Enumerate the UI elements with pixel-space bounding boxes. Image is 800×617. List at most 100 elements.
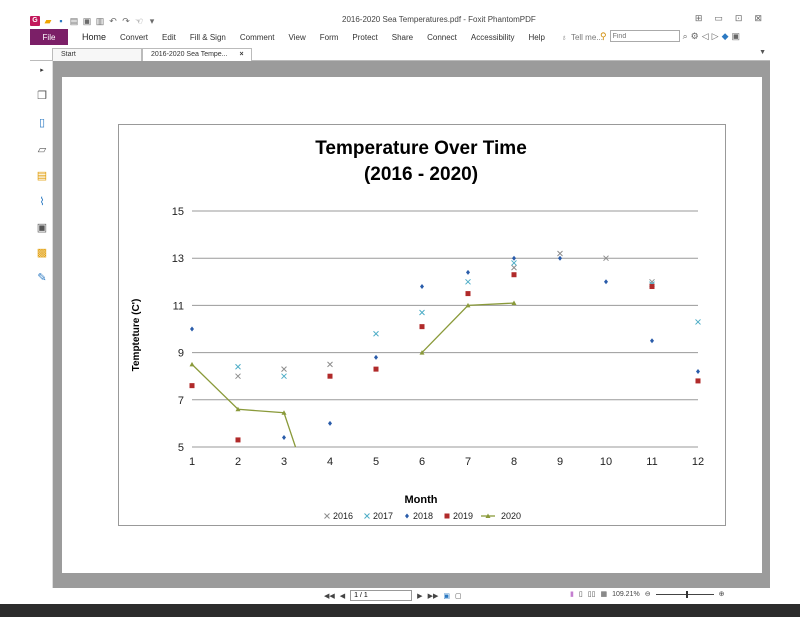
expand-panel-icon[interactable]: ▸ [40, 67, 44, 74]
attachment-icon[interactable]: ⌇ [39, 196, 45, 208]
tab-share[interactable]: Share [391, 32, 414, 42]
tab-edit[interactable]: Edit [162, 32, 176, 42]
document-view[interactable]: Temperature Over Time (2016 - 2020) 5 7 9 11 1… [53, 61, 770, 588]
series-2019-point [511, 272, 517, 278]
signature-icon[interactable]: ▣ [36, 222, 48, 234]
navigation-panel: ▸ ❐ ▯ ▱ ▤ ⌇ ▣ ▩ ✎ [30, 61, 53, 601]
print-icon[interactable]: ▤ [69, 15, 79, 26]
continuous-facing-icon[interactable]: ▦ [600, 591, 608, 598]
x-tick-label: 2 [235, 456, 241, 468]
x-axis-label: Month [405, 494, 438, 506]
content-icon[interactable]: ✎ [37, 272, 47, 284]
restore-icon[interactable]: ⊡ [734, 13, 743, 23]
series-2019-point [189, 383, 195, 389]
chart-frame: Temperature Over Time (2016 - 2020) 5 7 9 11 1… [118, 124, 726, 526]
page-number-input[interactable] [350, 590, 413, 601]
create-pdf-icon[interactable]: ▥ [95, 15, 105, 26]
user-icon[interactable]: ▣ [731, 30, 740, 41]
file-menu-button[interactable]: File [30, 29, 68, 45]
y-tick-label: 15 [172, 206, 184, 218]
forward-icon[interactable]: ▷ [711, 30, 719, 41]
series-2020-line-0 [191, 363, 297, 448]
tell-me-label: Tell me... [570, 32, 603, 42]
bookmark-icon[interactable]: ❐ [37, 90, 47, 102]
previous-page-icon[interactable]: ◀ [339, 592, 346, 600]
tell-me-search[interactable]: ♁ Tell me... [561, 33, 603, 42]
series-2016-point [511, 264, 517, 271]
tab-home[interactable]: Home [82, 32, 107, 42]
tab-help[interactable]: Help [528, 32, 545, 42]
tab-protect[interactable]: Protect [352, 32, 378, 42]
zoom-in-icon[interactable]: ⊕ [718, 591, 725, 598]
find-input[interactable] [609, 30, 680, 42]
open-folder-icon[interactable]: ▰ [44, 15, 52, 26]
search-icon[interactable]: ⌕ [682, 30, 688, 41]
series-2016-point [649, 278, 655, 285]
legend-2018-swatch [405, 513, 409, 519]
hand-tool-icon[interactable]: ☜ [134, 15, 144, 26]
series-2020-point [281, 410, 287, 415]
y-tick-label: 9 [178, 348, 184, 360]
y-tick-label: 5 [178, 442, 184, 454]
notification-icon[interactable]: ◆ [721, 30, 729, 41]
tab-document[interactable]: 2016-2020 Sea Tempe... × [142, 48, 252, 61]
legend-2020-swatch [485, 513, 491, 518]
legend-2019-swatch [444, 513, 450, 519]
save-icon[interactable]: ▪ [59, 15, 63, 26]
lock-icon[interactable]: ▩ [36, 247, 48, 259]
scan-icon[interactable]: ▣ [82, 15, 92, 26]
zoom-slider-thumb[interactable] [685, 590, 688, 598]
undo-icon[interactable]: ↶ [109, 15, 117, 26]
series-2018-point [512, 255, 516, 261]
tab-fill-sign[interactable]: Fill & Sign [189, 32, 226, 42]
tab-convert[interactable]: Convert [120, 32, 149, 42]
tab-accessibility[interactable]: Accessibility [470, 32, 515, 42]
series-2020-point [235, 406, 241, 412]
series-2017-point [419, 309, 425, 316]
back-icon[interactable]: ◁ [701, 30, 709, 41]
close-tab-icon[interactable]: × [239, 51, 244, 58]
tab-connect[interactable]: Connect [427, 32, 457, 42]
foxit-logo-icon[interactable]: G [30, 15, 40, 26]
close-icon[interactable]: ⊠ [754, 13, 762, 23]
tab-list-chevron-icon[interactable]: ▼ [759, 49, 766, 56]
tab-view[interactable]: View [288, 32, 306, 42]
series-2017-point [235, 363, 241, 370]
settings-icon[interactable]: ⚙ [690, 30, 699, 41]
zoom-level[interactable]: 109.21% [612, 590, 640, 598]
legend-2020-label: 2020 [501, 511, 521, 521]
tab-form[interactable]: Form [319, 32, 339, 42]
series-2018-point [558, 255, 562, 261]
zoom-slider[interactable] [655, 590, 714, 598]
single-page-icon[interactable]: ▮ [570, 591, 574, 598]
redo-icon[interactable]: ↷ [122, 15, 130, 26]
tab-comment[interactable]: Comment [239, 32, 275, 42]
comments-icon[interactable]: ▤ [36, 170, 48, 182]
facing-page-icon[interactable]: ▯▯ [587, 591, 596, 598]
x-tick-label: 4 [327, 456, 333, 468]
x-tick-label: 1 [189, 456, 195, 468]
y-tick-label: 13 [172, 253, 184, 265]
series-2018-point [650, 338, 654, 344]
zoom-controls: ▮ ▯ ▯▯ ▦ 109.21% ⊖ ⊕ [570, 590, 724, 598]
minimize-icon[interactable]: ▭ [714, 13, 723, 23]
os-taskbar [0, 604, 800, 617]
pages-icon[interactable]: ▯ [38, 117, 46, 129]
zoom-out-icon[interactable]: ⊖ [644, 591, 651, 598]
layers-icon[interactable]: ▱ [37, 144, 47, 156]
find-options-icon[interactable]: ⚲ [600, 30, 607, 41]
view-mode-alt-icon[interactable]: ▢ [454, 592, 462, 600]
legend-2016-label: 2016 [333, 511, 353, 521]
continuous-page-icon[interactable]: ▯ [578, 591, 583, 598]
customize-qat-icon[interactable]: ▾ [149, 15, 155, 26]
page-navigation: ◀◀ ◀ ▶ ▶▶ ▣ ▢ [324, 590, 462, 601]
tab-start[interactable]: Start [52, 48, 142, 61]
next-page-icon[interactable]: ▶ [417, 592, 423, 600]
series-2018-point [420, 284, 424, 290]
ribbon-display-icon[interactable]: ⊞ [694, 13, 703, 23]
view-mode-icon[interactable]: ▣ [443, 592, 450, 600]
series-2017-point [695, 319, 701, 325]
last-page-icon[interactable]: ▶▶ [427, 592, 439, 600]
first-page-icon[interactable]: ◀◀ [324, 592, 335, 600]
